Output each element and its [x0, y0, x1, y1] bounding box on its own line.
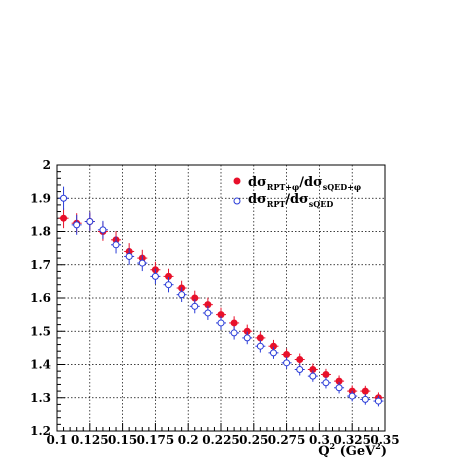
data-point — [165, 281, 173, 289]
data-point — [151, 272, 159, 280]
data-point — [73, 221, 81, 229]
y-tick-labels: 1.2 1.3 1.4 1.5 1.6 1.7 1.8 1.9 2 — [30, 158, 51, 438]
data-point — [191, 302, 199, 310]
data-point — [256, 342, 264, 350]
x-tick-label: 0.1 — [47, 433, 68, 447]
x-tick-label: 0.2 — [178, 433, 199, 447]
data-point — [309, 365, 317, 373]
data-point — [243, 334, 251, 342]
x-tick-label: 0.125 — [71, 433, 109, 447]
y-tick-label: 1.7 — [30, 258, 51, 272]
x-tick-label: 0.3 — [309, 433, 330, 447]
x-tick-label: 0.25 — [239, 433, 268, 447]
data-point — [283, 359, 291, 367]
x-axis-title: Q2 (GeV2) — [318, 441, 387, 459]
data-point — [60, 194, 68, 202]
y-tick-label: 1.4 — [30, 358, 51, 372]
x-tick-labels: 0.1 0.125 0.15 0.175 0.2 0.225 0.25 0.275 0.3 0.3… — [47, 433, 400, 447]
data-point — [60, 214, 68, 222]
x-tick-label: 0.275 — [268, 433, 306, 447]
x-tick-label: 0.225 — [202, 433, 240, 447]
grid — [57, 165, 385, 431]
y-tick-label: 1.9 — [30, 191, 51, 205]
legend-marker-rpt — [233, 197, 241, 205]
data-point — [269, 349, 277, 357]
data-point — [165, 272, 173, 280]
data-series — [58, 186, 384, 407]
y-tick-label: 2 — [43, 158, 51, 172]
data-point — [322, 379, 330, 387]
data-point — [125, 252, 133, 260]
data-point — [138, 259, 146, 267]
data-point — [335, 377, 343, 385]
x-tick-label: 0.35 — [370, 433, 399, 447]
data-point — [283, 351, 291, 359]
x-tick-label: 0.175 — [137, 433, 175, 447]
x-tick-label: 0.325 — [333, 433, 371, 447]
legend-label-rpt-phi: dσRPT+φ/dσsQED+φ — [248, 175, 361, 192]
y-tick-label: 1.3 — [30, 391, 51, 405]
data-point — [243, 327, 251, 335]
data-point — [112, 241, 120, 249]
data-point — [86, 218, 94, 226]
data-point — [348, 392, 356, 400]
data-point — [309, 372, 317, 380]
data-point — [230, 319, 238, 327]
data-point — [204, 309, 212, 317]
data-point — [361, 387, 369, 395]
axis-ticks — [56, 164, 386, 432]
data-point — [296, 356, 304, 364]
data-point — [99, 226, 107, 234]
data-point — [217, 311, 225, 319]
data-point — [361, 395, 369, 403]
data-point — [374, 397, 382, 405]
data-point — [269, 342, 277, 350]
data-point — [296, 365, 304, 373]
series-1 — [58, 186, 384, 407]
y-tick-label: 1.5 — [30, 324, 51, 338]
data-point — [335, 384, 343, 392]
legend-label-rpt: dσRPT/dσsQED — [248, 192, 333, 209]
data-point — [256, 334, 264, 342]
data-point — [191, 294, 199, 302]
data-point — [230, 329, 238, 337]
y-tick-label: 1.8 — [30, 225, 51, 239]
x-tick-label: 0.15 — [108, 433, 137, 447]
legend: dσRPT+φ/dσsQED+φ dσRPT/dσsQED — [233, 175, 361, 209]
data-point — [322, 370, 330, 378]
data-point — [204, 301, 212, 309]
y-tick-label: 1.2 — [30, 424, 51, 438]
data-point — [217, 319, 225, 327]
legend-marker-rpt-phi — [233, 177, 241, 185]
y-tick-label: 1.6 — [30, 291, 51, 305]
data-point — [178, 291, 186, 299]
